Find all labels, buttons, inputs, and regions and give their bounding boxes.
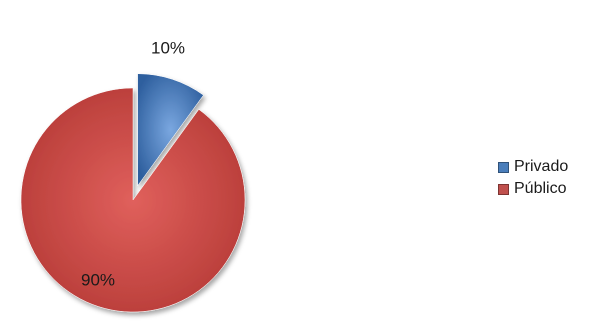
legend-swatch-publico (498, 183, 509, 195)
legend-item-privado: Privado (498, 158, 568, 176)
data-label-privado: 10% (151, 38, 185, 57)
legend-item-publico: Público (498, 180, 566, 198)
legend-label-publico: Público (514, 180, 567, 197)
pie-slice-publico (20, 87, 246, 313)
data-label-publico: 90% (81, 270, 115, 289)
legend-swatch-privado (498, 161, 509, 173)
legend-label-privado: Privado (514, 158, 569, 175)
pie-slice-privado (137, 73, 204, 187)
